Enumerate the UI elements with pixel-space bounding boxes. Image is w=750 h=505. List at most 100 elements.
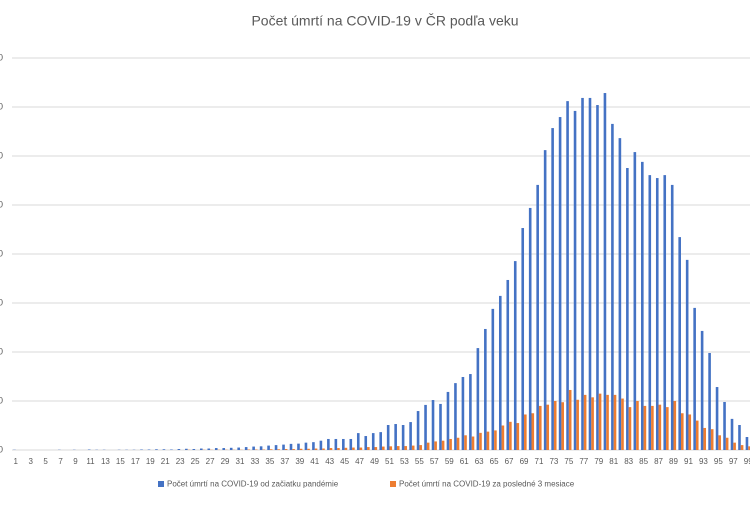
bar: [584, 395, 587, 450]
bar: [275, 445, 278, 450]
bar: [678, 237, 681, 450]
x-tick-label: 41: [310, 457, 319, 466]
bar: [539, 406, 542, 450]
x-tick-label: 45: [340, 457, 349, 466]
x-tick-label: 91: [684, 457, 693, 466]
x-tick-label: 11: [86, 457, 95, 466]
bar: [688, 414, 691, 450]
bar: [307, 449, 310, 450]
legend-swatch: [158, 481, 164, 487]
bar: [230, 448, 233, 450]
y-tick-label: 400: [0, 346, 3, 356]
bar: [222, 448, 225, 450]
bar: [619, 138, 622, 450]
bar: [367, 447, 370, 450]
x-tick-label: 43: [325, 457, 334, 466]
bar: [337, 448, 340, 450]
bar: [629, 407, 632, 450]
bar: [536, 185, 539, 450]
y-tick-label: 800: [0, 248, 3, 258]
bar: [375, 447, 378, 450]
bar: [479, 433, 482, 450]
y-tick-label: 1000: [0, 199, 3, 209]
bar: [360, 448, 363, 450]
bar: [462, 377, 465, 450]
bar: [674, 401, 677, 450]
x-tick-label: 93: [699, 457, 708, 466]
bar: [711, 429, 714, 450]
x-tick-label: 71: [535, 457, 544, 466]
x-tick-label: 55: [415, 457, 424, 466]
bar: [442, 441, 445, 450]
bar: [477, 348, 480, 450]
x-tick-label: 79: [594, 457, 603, 466]
bar: [417, 411, 420, 450]
legend-label: Počet úmrtí na COVID-19 od začiatku pand…: [167, 480, 339, 489]
bar: [402, 425, 405, 450]
bar: [718, 435, 721, 450]
bar: [439, 404, 442, 450]
bar: [554, 401, 557, 450]
bar: [693, 308, 696, 450]
bar: [514, 261, 517, 450]
bar: [648, 175, 651, 450]
bar: [487, 432, 490, 450]
x-tick-label: 67: [505, 457, 514, 466]
bar: [270, 449, 273, 450]
bar: [551, 128, 554, 450]
bar: [506, 280, 509, 450]
bar: [457, 438, 460, 450]
y-tick-label: 0: [0, 444, 3, 454]
bar: [432, 400, 435, 450]
bar: [292, 449, 295, 450]
bar: [599, 394, 602, 450]
bar: [449, 439, 452, 450]
bar: [382, 447, 385, 450]
chart-title: Počet úmrtí na COVID-19 v ČR podľa veku: [251, 13, 518, 29]
bar: [297, 444, 300, 450]
bar: [215, 448, 218, 450]
x-tick-label: 59: [445, 457, 454, 466]
bar: [267, 446, 270, 450]
bar: [531, 413, 534, 450]
bar: [696, 421, 699, 450]
bar: [397, 446, 400, 450]
bar: [606, 395, 609, 450]
bar: [315, 449, 318, 450]
x-tick-label: 33: [250, 457, 259, 466]
bar: [559, 117, 562, 450]
bar: [330, 448, 333, 450]
bar: [611, 124, 614, 450]
bar: [472, 437, 475, 450]
bar: [544, 150, 547, 450]
x-tick-label: 17: [131, 457, 140, 466]
bar: [207, 449, 210, 450]
bar: [524, 414, 527, 450]
bar: [424, 405, 427, 450]
bar: [427, 443, 430, 450]
x-tick-label: 15: [116, 457, 125, 466]
bar: [454, 383, 457, 450]
x-tick-label: 85: [639, 457, 648, 466]
bar: [285, 449, 288, 450]
bar: [387, 425, 390, 450]
bar: [404, 446, 407, 450]
x-tick-label: 1: [14, 457, 19, 466]
x-tick-label: 81: [609, 457, 618, 466]
x-tick-label: 23: [176, 457, 185, 466]
bar: [741, 445, 744, 450]
y-tick-label: 1400: [0, 101, 3, 111]
x-tick-label: 83: [624, 457, 633, 466]
bar: [312, 442, 315, 450]
bar: [614, 395, 617, 450]
x-tick-label: 5: [43, 457, 48, 466]
x-tick-label: 51: [385, 457, 394, 466]
bar: [569, 390, 572, 450]
bar: [574, 111, 577, 450]
bar: [364, 436, 367, 450]
bar: [671, 185, 674, 450]
bar: [726, 438, 729, 450]
x-tick-label: 53: [400, 457, 409, 466]
x-tick-label: 21: [161, 457, 170, 466]
bar: [335, 439, 338, 450]
